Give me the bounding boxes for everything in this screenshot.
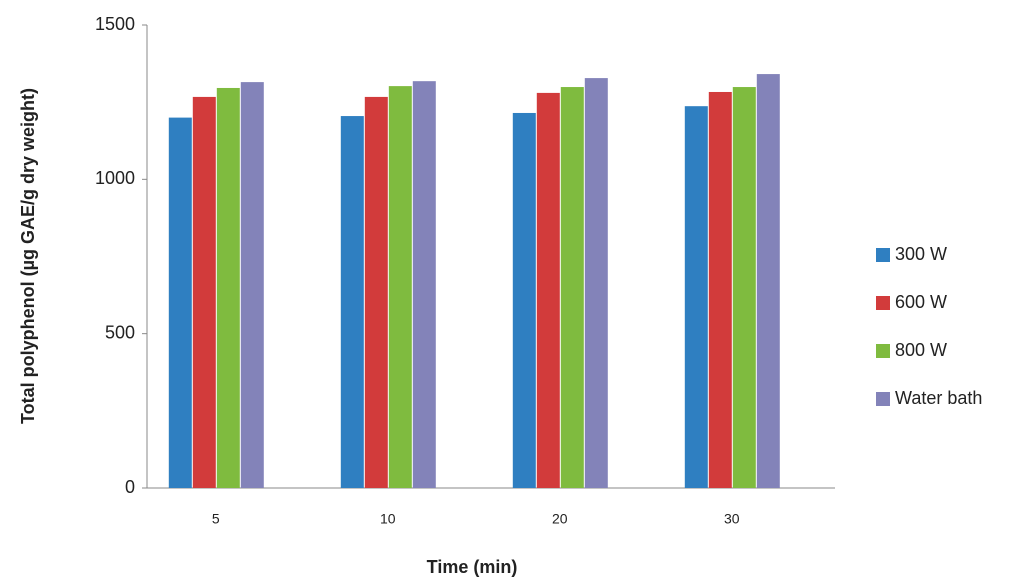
bar <box>413 81 436 488</box>
legend-label: 800 W <box>895 340 947 360</box>
y-tick-label: 500 <box>105 322 135 342</box>
bar <box>757 74 780 488</box>
chart: Total polyphenol (µg GAE/g dry weight) T… <box>0 0 1029 581</box>
x-tick-label: 20 <box>552 511 568 527</box>
bar <box>241 82 264 488</box>
x-tick-label: 5 <box>212 511 220 527</box>
y-tick-label: 0 <box>125 477 135 497</box>
legend-label: 300 W <box>895 244 947 264</box>
bar <box>561 87 584 488</box>
legend-swatch <box>876 248 890 262</box>
y-tick-label: 1000 <box>95 168 135 188</box>
x-tick-label: 30 <box>724 511 740 527</box>
bar <box>709 92 732 488</box>
bar <box>513 113 536 488</box>
bar <box>365 97 388 488</box>
legend-label: Water bath <box>895 388 982 408</box>
bar <box>169 118 192 488</box>
y-axis-label: Total polyphenol (µg GAE/g dry weight) <box>18 88 38 424</box>
legend-swatch <box>876 344 890 358</box>
bar <box>685 106 708 488</box>
bar <box>341 116 364 488</box>
legend-swatch <box>876 392 890 406</box>
bar <box>193 97 216 488</box>
y-tick-label: 1500 <box>95 14 135 34</box>
bar <box>733 87 756 488</box>
bar <box>537 93 560 488</box>
x-axis-label: Time (min) <box>427 557 518 577</box>
legend-swatch <box>876 296 890 310</box>
bar <box>389 86 412 488</box>
x-tick-label: 10 <box>380 511 396 527</box>
legend-label: 600 W <box>895 292 947 312</box>
bar <box>217 88 240 488</box>
bar <box>585 78 608 488</box>
